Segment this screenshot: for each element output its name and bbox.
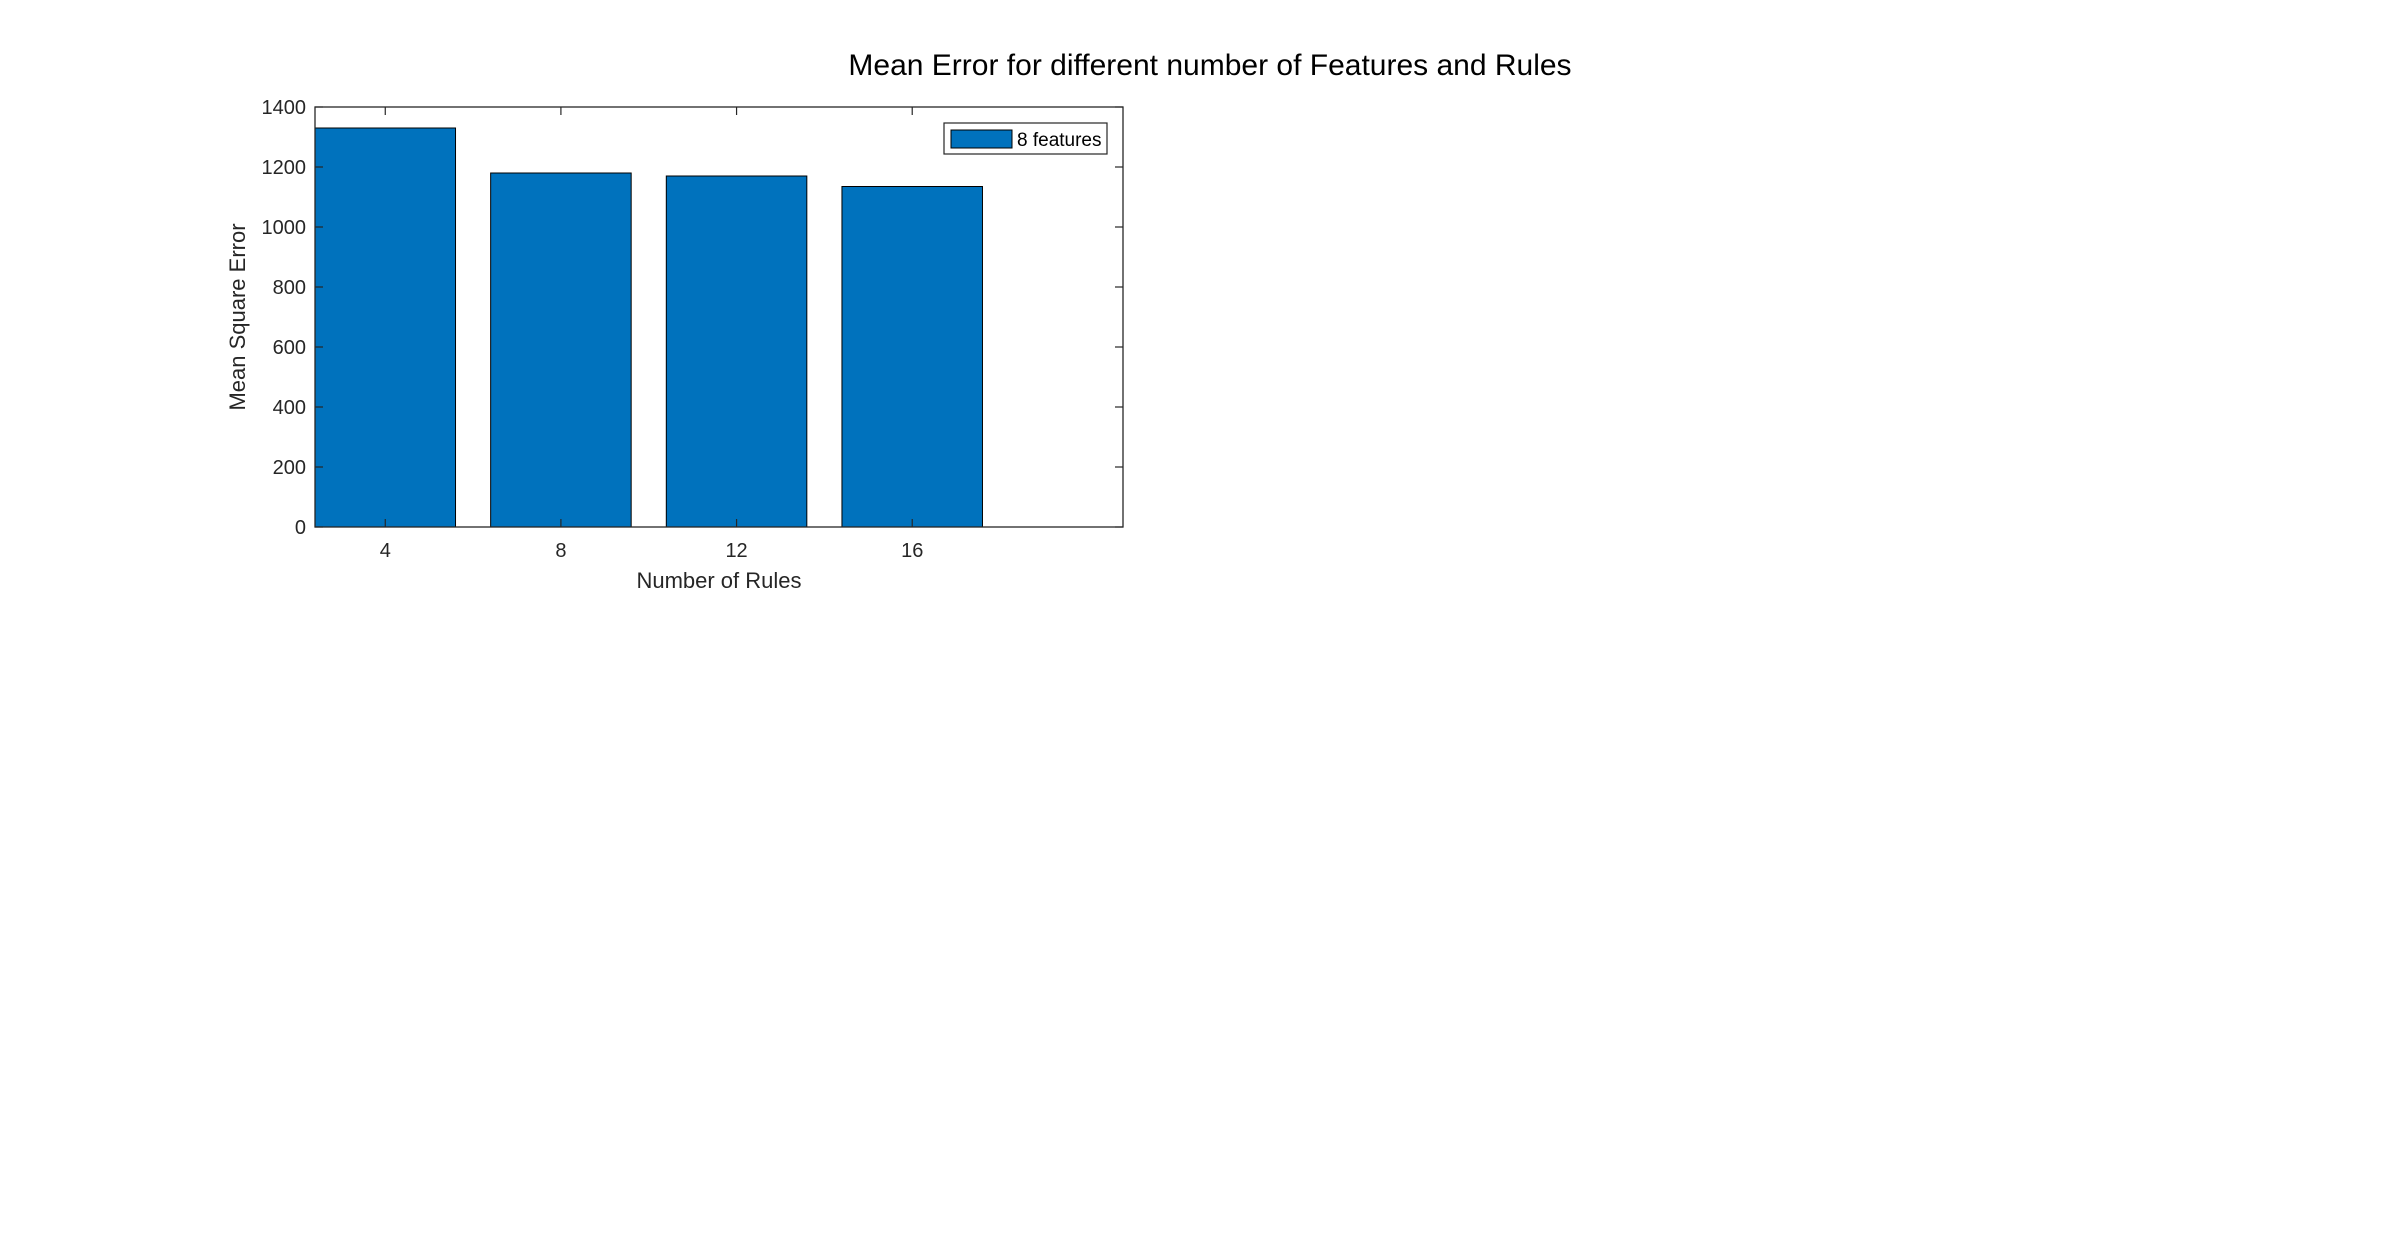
y-tick-label-1400: 1400	[262, 97, 307, 119]
y-tick-label-1000: 1000	[262, 217, 307, 239]
y-tick-label-200: 200	[273, 457, 306, 479]
y-tick-label-0: 0	[295, 517, 306, 539]
chart-title: Mean Error for different number of Featu…	[848, 49, 1571, 82]
x-tick-label-4: 4	[380, 540, 391, 562]
x-tick-label-8: 8	[555, 540, 566, 562]
axes-box	[314, 106, 1124, 528]
legend-swatch	[950, 129, 1013, 149]
legend: 8 features	[943, 122, 1108, 155]
bars-layer	[314, 127, 983, 528]
x-tick-labels: 4 8 12 16	[380, 540, 924, 562]
legend-label: 8 features	[1017, 130, 1102, 151]
y-tick-label-600: 600	[273, 337, 306, 359]
bar-4	[314, 127, 457, 528]
x-tick-label-16: 16	[901, 540, 923, 562]
y-tick-label-1200: 1200	[262, 157, 307, 179]
bar-8	[490, 172, 632, 528]
bar-12	[665, 175, 808, 528]
bar-16	[841, 186, 983, 528]
y-tick-label-400: 400	[273, 397, 306, 419]
x-axis-label: Number of Rules	[636, 568, 801, 593]
y-tick-labels: 0 200 400 600 800 1000 1200 1400	[262, 97, 307, 539]
x-tick-label-12: 12	[725, 540, 747, 562]
y-tick-label-800: 800	[273, 277, 306, 299]
y-axis-label: Mean Square Error	[225, 223, 250, 410]
